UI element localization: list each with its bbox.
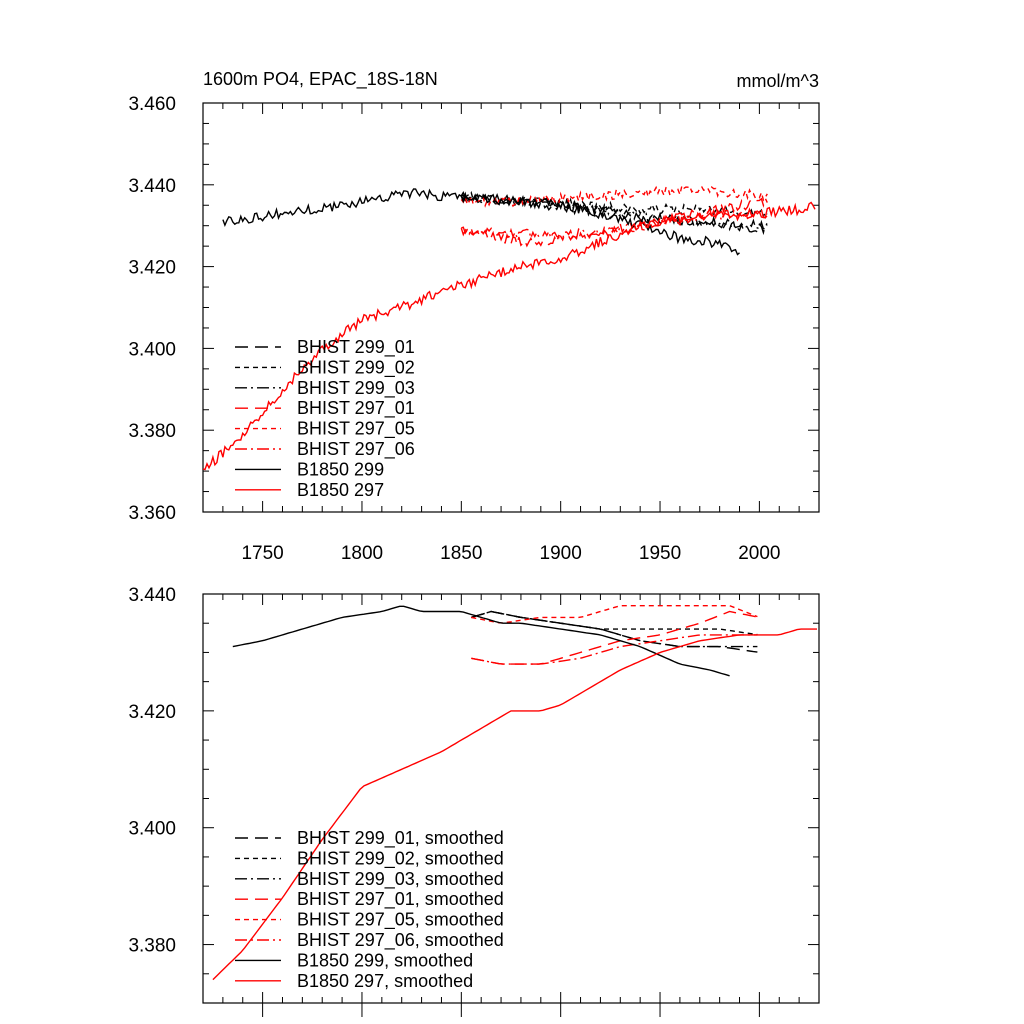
top-series-bhist-297-01 (460, 196, 768, 248)
bottom-y-tick-label: 3.400 (128, 819, 176, 840)
bottom-legend-label: BHIST 297_01, smoothed (297, 889, 504, 910)
bottom-series-b1850-299-smoothed (232, 605, 730, 677)
top-legend-label: B1850 297 (297, 480, 384, 500)
bottom-legend-label: B1850 299, smoothed (297, 950, 473, 970)
top-x-tick-label: 1950 (639, 543, 681, 564)
bottom-legend-label: BHIST 299_02, smoothed (297, 848, 504, 869)
top-x-tick-label: 1750 (241, 543, 283, 564)
top-plot-frame (202, 102, 820, 513)
bottom-legend-label: BHIST 299_01, smoothed (297, 828, 504, 849)
bottom-y-tick-label: 3.420 (128, 702, 176, 723)
bottom-series-bhist-297-05-smoothed (471, 605, 758, 624)
top-y-tick-label: 3.460 (128, 94, 176, 115)
bottom-y-tick-label: 3.380 (128, 936, 176, 957)
top-y-tick-label: 3.440 (128, 176, 176, 197)
bottom-plot-frame (202, 593, 820, 1004)
top-x-tick-label: 1800 (341, 543, 383, 564)
bottom-series-bhist-299-03-smoothed (471, 610, 758, 648)
top-y-tick-label: 3.380 (128, 421, 176, 442)
figure-title: 1600m PO4, EPAC_18S-18N (203, 69, 438, 90)
top-legend-label: BHIST 299_02 (297, 357, 415, 378)
top-x-tick-label: 2000 (738, 543, 780, 564)
bottom-series-bhist-297-06-smoothed (471, 634, 758, 665)
top-series-bhist-299-01 (460, 190, 768, 236)
bottom-legend-label: BHIST 297_06, smoothed (297, 930, 504, 951)
top-legend-label: B1850 299 (297, 459, 384, 479)
top-legend-label: BHIST 297_06 (297, 439, 415, 460)
top-x-tick-label: 1850 (440, 543, 482, 564)
bottom-series-bhist-297-01-smoothed (471, 610, 758, 665)
top-series-b1850-299 (222, 188, 740, 256)
top-y-tick-label: 3.400 (128, 339, 176, 360)
top-series-bhist-299-02 (460, 190, 768, 220)
top-legend-label: BHIST 299_01 (297, 337, 415, 358)
top-panel: 3.360 3.380 3.400 3.420 3.440 3.460 1750 1800 18… (128, 94, 820, 564)
top-series-bhist-299-03 (461, 193, 768, 230)
bottom-panel: 3.380 3.400 3.420 3.440 BHIST 299_01, smooth… (128, 585, 820, 1017)
bottom-y-tick-label: 3.440 (128, 585, 176, 606)
bottom-legend-label: BHIST 299_03, smoothed (297, 869, 504, 890)
top-legend-label: BHIST 299_03 (297, 378, 415, 399)
bottom-legend-label: BHIST 297_05, smoothed (297, 910, 504, 931)
top-x-tick-label: 1900 (540, 543, 582, 564)
top-legend-label: BHIST 297_05 (297, 419, 415, 440)
top-legend-label: BHIST 297_01 (297, 398, 415, 419)
bottom-legend-label: B1850 297, smoothed (297, 971, 473, 991)
top-series-b1850-297 (203, 201, 816, 471)
top-y-tick-label: 3.360 (128, 503, 176, 524)
top-y-tick-label: 3.420 (128, 258, 176, 279)
top-series-bhist-297-05 (460, 184, 768, 208)
bottom-series-b1850-297-smoothed (212, 628, 817, 981)
units-label: mmol/m^3 (737, 71, 819, 91)
